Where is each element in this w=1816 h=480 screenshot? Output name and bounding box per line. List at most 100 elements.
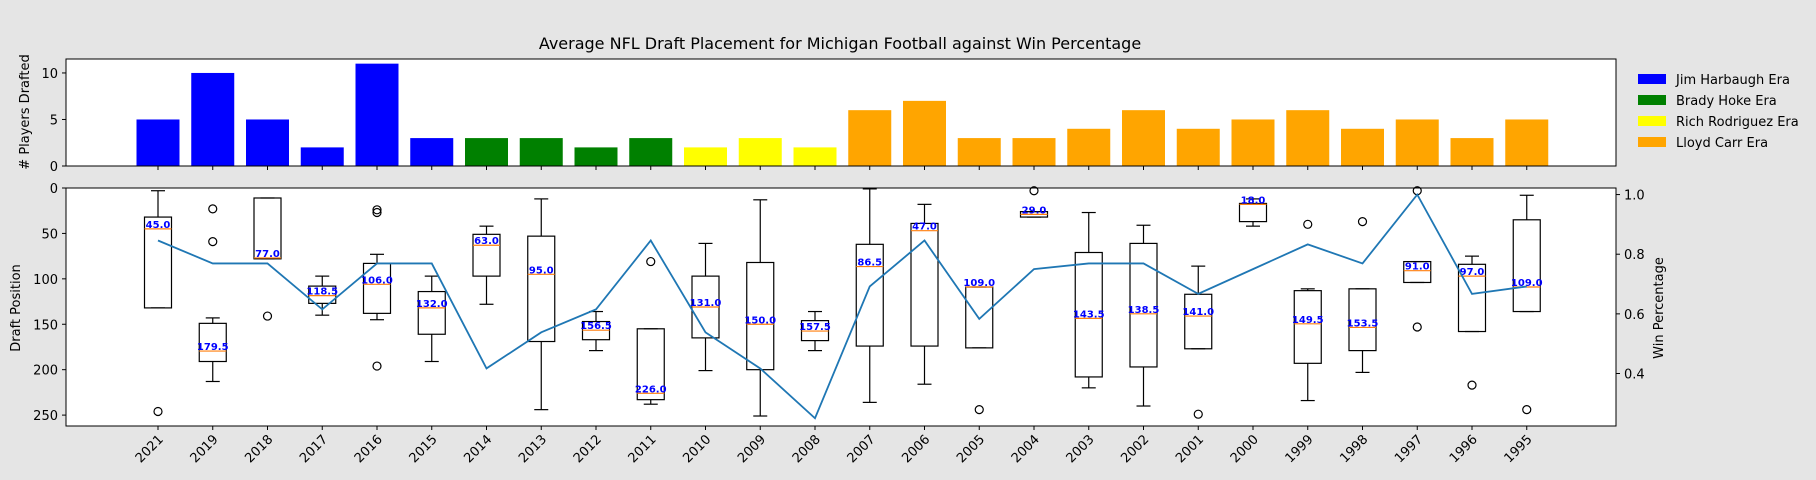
xtick-label-1998: 1998 <box>1337 432 1371 466</box>
bar-2000 <box>1231 119 1275 166</box>
bar-2003 <box>1067 128 1111 166</box>
iqr-box <box>1512 219 1541 313</box>
bar-2016 <box>355 63 399 166</box>
box-2006: 47.0 <box>910 203 939 385</box>
chart-title: Average NFL Draft Placement for Michigan… <box>539 34 1141 53</box>
y2tick-label: 0.8 <box>1624 248 1645 263</box>
median-label: 18.0 <box>1241 195 1266 206</box>
xtick-label-2010: 2010 <box>680 432 714 466</box>
bar-2010 <box>684 147 727 166</box>
y2tick-label: 0.6 <box>1624 308 1645 323</box>
iqr-box <box>472 233 501 277</box>
iqr-box <box>910 222 939 347</box>
bar-2007 <box>848 110 892 166</box>
legend-label-0: Jim Harbaugh Era <box>1675 73 1790 88</box>
bottom-plot-background <box>66 188 1616 426</box>
iqr-box <box>1293 290 1322 364</box>
iqr-box <box>1074 251 1103 378</box>
xtick-label-2006: 2006 <box>899 432 933 466</box>
xtick-label-2011: 2011 <box>626 432 660 466</box>
median-label: 63.0 <box>474 236 499 247</box>
ytick-label: 200 <box>33 364 58 379</box>
box-2003: 143.5 <box>1073 211 1105 389</box>
outlier-point <box>153 406 163 417</box>
bar-2002 <box>1122 110 1165 166</box>
outlier-point <box>974 405 984 415</box>
median-label: 153.5 <box>1347 318 1379 329</box>
median-label: 29.0 <box>1022 205 1047 216</box>
median-label: 149.5 <box>1292 315 1324 326</box>
ytick-label: 100 <box>33 273 58 288</box>
outlier-point <box>1522 405 1532 415</box>
median-label: 138.5 <box>1128 305 1160 316</box>
iqr-box <box>1129 242 1158 368</box>
top-plot-frame <box>65 58 1617 167</box>
outlier-point <box>1412 322 1422 332</box>
outlier-point <box>208 204 218 214</box>
box-2005: 109.0 <box>963 278 995 415</box>
iqr-box <box>1457 263 1487 333</box>
box-2014: 63.0 <box>472 225 501 305</box>
box-2011: 226.0 <box>635 256 667 405</box>
xtick-label-2004: 2004 <box>1009 432 1043 466</box>
median-label: 109.0 <box>1511 278 1543 289</box>
median-label: 47.0 <box>912 222 937 233</box>
xtick-label-1997: 1997 <box>1392 432 1426 466</box>
median-label: 86.5 <box>857 258 882 269</box>
legend-label-1: Brady Hoke Era <box>1676 94 1777 109</box>
ytick-label: 50 <box>41 227 58 242</box>
box-2015: 132.0 <box>416 275 448 363</box>
bar-2005 <box>957 138 1001 166</box>
win-percentage-axis-label: Win Percentage <box>1652 257 1667 359</box>
bar-2015 <box>410 138 454 166</box>
xtick-label-2018: 2018 <box>242 432 276 466</box>
bar-2012 <box>574 147 618 166</box>
xtick-label-2002: 2002 <box>1118 432 1152 466</box>
median-label: 150.0 <box>744 315 776 326</box>
xtick-label-2015: 2015 <box>407 432 441 466</box>
outlier-point <box>1193 409 1203 419</box>
xtick-label-2005: 2005 <box>954 432 988 466</box>
iqr-box <box>1238 202 1268 223</box>
median-label: 97.0 <box>1460 267 1485 278</box>
xtick-label-2013: 2013 <box>516 432 550 466</box>
bottom-plot-frame <box>65 187 1617 427</box>
xtick-label-2014: 2014 <box>461 432 495 466</box>
era-legend: Jim Harbaugh Era Brady Hoke Era Rich Rodri… <box>1638 73 1799 151</box>
median-label: 157.5 <box>799 322 831 333</box>
iqr-box <box>527 235 556 343</box>
bar-2021 <box>136 119 180 166</box>
y2tick-label: 0.4 <box>1624 368 1645 383</box>
box-1999: 149.5 <box>1292 219 1324 402</box>
outlier-point <box>1303 219 1313 229</box>
box-2021: 45.0 <box>143 190 173 417</box>
outlier-point <box>372 205 382 215</box>
outlier-point <box>646 256 656 267</box>
bar-2013 <box>519 138 563 166</box>
iqr-box <box>253 197 282 260</box>
box-2013: 95.0 <box>527 198 556 411</box>
legend-swatch-2 <box>1638 116 1666 126</box>
box-2004: 29.0 <box>1019 186 1049 218</box>
median-label: 143.5 <box>1073 309 1105 320</box>
median-label: 45.0 <box>146 220 171 231</box>
iqr-box <box>1348 288 1377 352</box>
median-label: 156.5 <box>580 321 612 332</box>
bar-1999 <box>1286 110 1330 166</box>
box-2018: 77.0 <box>253 197 282 321</box>
box-2002: 138.5 <box>1128 224 1160 407</box>
median-label: 118.5 <box>306 287 338 298</box>
box-2009: 150.0 <box>744 199 776 417</box>
outlier-point <box>1467 380 1477 390</box>
box-2007: 86.5 <box>855 188 884 403</box>
iqr-box <box>1403 260 1432 284</box>
ytick-label: 250 <box>33 409 58 424</box>
xtick-label-2001: 2001 <box>1173 432 1207 466</box>
bar-2008 <box>793 147 837 166</box>
iqr-box <box>855 243 884 347</box>
outlier-point <box>372 207 382 218</box>
median-label: 132.0 <box>416 299 448 310</box>
bar-2009 <box>738 138 782 166</box>
bar-2014 <box>465 138 508 166</box>
median-label: 109.0 <box>963 278 995 289</box>
